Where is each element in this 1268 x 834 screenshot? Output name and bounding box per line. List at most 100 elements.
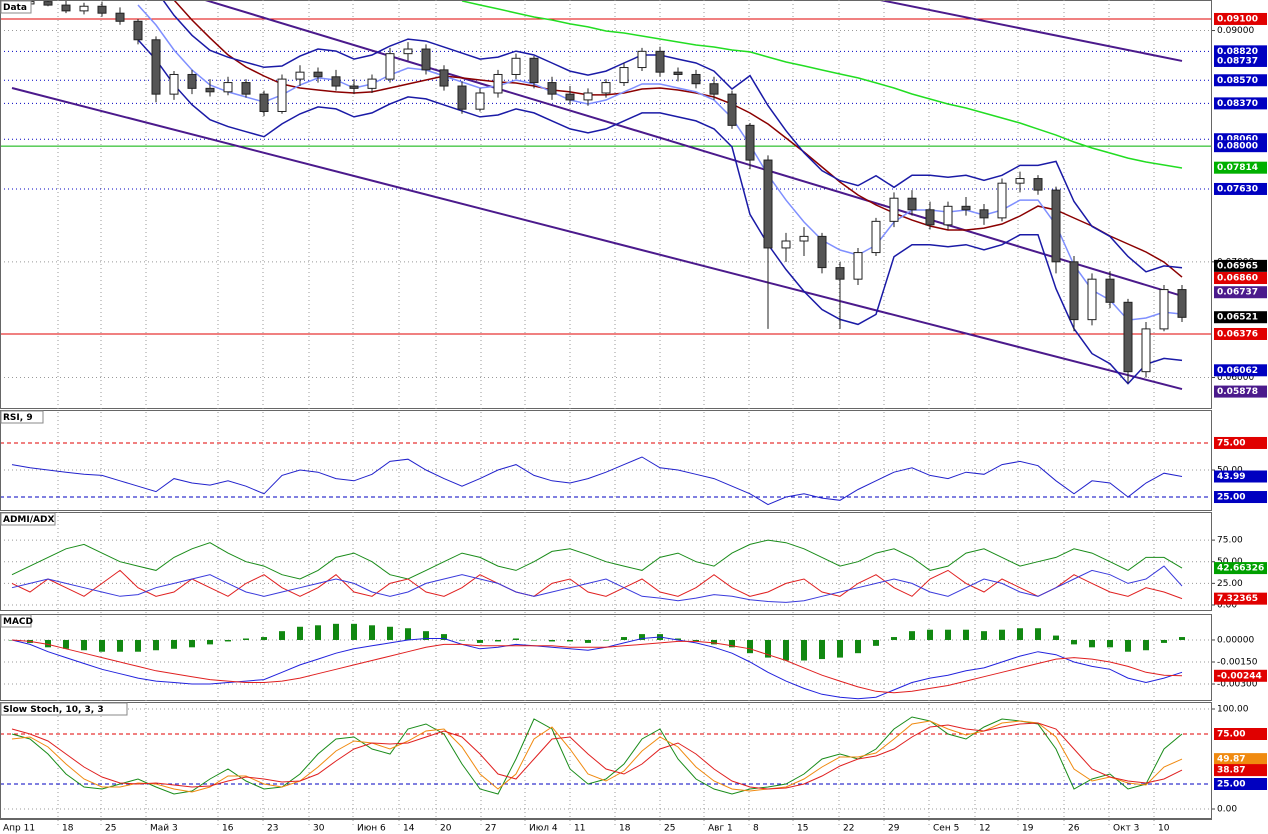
- candle-body: [295, 71, 305, 80]
- x-tick-label: Июл 4: [529, 824, 558, 834]
- level-label: 0.08370: [1217, 99, 1258, 109]
- x-tick-label: 16: [222, 824, 234, 834]
- candle-body: [133, 20, 143, 41]
- x-tick-label: 20: [440, 824, 452, 834]
- level-label: -0.00244: [1217, 671, 1262, 681]
- level-label: 0.08737: [1217, 56, 1258, 66]
- pane-title-box: [0, 702, 128, 716]
- histogram-bar: [495, 639, 501, 642]
- y-tick-label: -0.00150: [1217, 657, 1258, 667]
- histogram-bar: [513, 638, 519, 640]
- histogram-bar: [45, 639, 51, 648]
- histogram-bar: [1161, 639, 1167, 643]
- level-box: [1214, 45, 1267, 58]
- price-pane: [0, 0, 1212, 409]
- histogram-bar: [801, 639, 807, 661]
- x-tick-label: Июн 6: [357, 824, 386, 834]
- level-box: [1214, 669, 1267, 682]
- candle-body: [853, 252, 863, 280]
- x-tick-label: 27: [485, 824, 496, 834]
- candle-body: [817, 235, 827, 269]
- histogram-bar: [999, 629, 1005, 640]
- candle-body: [421, 48, 431, 71]
- candle-body: [1123, 301, 1133, 373]
- level-label: 0.08820: [1217, 47, 1258, 57]
- candle-body: [367, 78, 377, 89]
- candle-body: [1051, 189, 1061, 263]
- candle-body: [547, 82, 557, 95]
- histogram-bar: [1179, 637, 1185, 640]
- series-line: [461, 1, 1183, 169]
- candle-body: [763, 159, 773, 249]
- level-label: 0.08000: [1217, 142, 1258, 152]
- histogram-bar: [1107, 639, 1113, 648]
- candle-body: [1015, 178, 1025, 184]
- level-label: 38.87: [1217, 766, 1245, 776]
- series-line: [11, 569, 1183, 600]
- level-label: 0.05878: [1217, 387, 1258, 397]
- level-box: [1214, 436, 1267, 449]
- x-tick-label: 14: [403, 824, 415, 834]
- histogram-bar: [171, 639, 177, 649]
- pane-title-box: [0, 410, 44, 424]
- histogram-bar: [225, 639, 231, 642]
- x-tick-label: 19: [1022, 824, 1034, 834]
- candle-body: [493, 73, 503, 94]
- candle-body: [223, 82, 233, 93]
- candle-body: [1177, 289, 1187, 318]
- level-label: 0.09100: [1217, 14, 1258, 24]
- histogram-bar: [99, 639, 105, 652]
- candle-body: [673, 71, 683, 75]
- level-label: 0.06521: [1217, 313, 1258, 323]
- candle-body: [925, 209, 935, 226]
- histogram-bar: [837, 639, 843, 658]
- histogram-bar: [351, 623, 357, 640]
- candle-body: [205, 87, 215, 93]
- candle-body: [1141, 328, 1151, 373]
- candle-body: [169, 73, 179, 95]
- candle-body: [457, 85, 467, 110]
- histogram-bar: [117, 639, 123, 652]
- pane-title-box: [0, 614, 32, 628]
- x-tick-label: 11: [574, 824, 585, 834]
- series-line: [11, 565, 1183, 603]
- level-label: 0.06062: [1217, 366, 1258, 376]
- candle-body: [727, 93, 737, 126]
- x-tick-label: 15: [797, 824, 808, 834]
- histogram-bar: [459, 639, 465, 641]
- x-tick-label: 30: [313, 824, 325, 834]
- pane-title-box: [0, 0, 32, 14]
- x-tick-label: 25: [105, 824, 116, 834]
- level-box: [1214, 753, 1267, 766]
- y-tick-label: -0.00300: [1217, 680, 1258, 690]
- series-line: [11, 456, 1183, 506]
- pane-title: MACD: [3, 617, 33, 627]
- y-tick-label: 0.06000: [1217, 373, 1254, 383]
- level-label: 0.06965: [1217, 261, 1258, 271]
- level-label: 75.00: [1217, 438, 1245, 448]
- candle-body: [709, 83, 719, 95]
- candle-body: [1087, 278, 1097, 321]
- histogram-bar: [1071, 639, 1077, 645]
- candle-body: [97, 5, 107, 14]
- level-label: 25.00: [1217, 780, 1245, 790]
- x-tick-label: Авг 1: [708, 824, 733, 834]
- y-tick-label: 100.00: [1217, 705, 1249, 715]
- histogram-bar: [1017, 628, 1023, 640]
- level-label: 0.08060: [1217, 135, 1258, 145]
- histogram-bar: [63, 639, 69, 649]
- histogram-bar: [1143, 639, 1149, 651]
- histogram-bar: [1125, 639, 1131, 652]
- histogram-bar: [909, 631, 915, 640]
- histogram-bar: [693, 639, 699, 642]
- series-line: [137, 4, 1183, 321]
- level-label: 43.99: [1217, 472, 1245, 482]
- level-box: [1214, 311, 1267, 324]
- histogram-bar: [675, 638, 681, 640]
- level-box: [1214, 259, 1267, 272]
- histogram-bar: [387, 626, 393, 640]
- y-tick-label: 0.00000: [1217, 635, 1254, 645]
- trend-line: [11, 87, 1183, 391]
- candle-body: [1159, 289, 1169, 330]
